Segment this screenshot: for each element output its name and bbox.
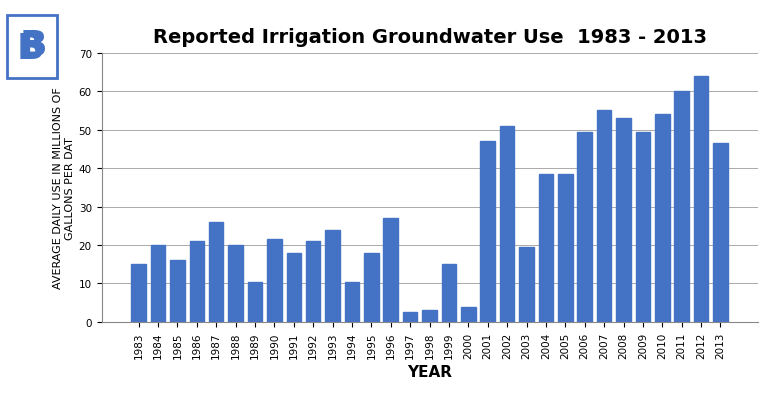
Bar — [170, 261, 184, 322]
Bar — [539, 174, 553, 322]
Bar — [500, 126, 515, 322]
Bar — [597, 111, 612, 322]
Bar — [519, 247, 533, 322]
Bar — [577, 132, 592, 322]
Bar — [151, 245, 166, 322]
Y-axis label: AVERAGE DAILY USE IN MILLIONS OF
GALLONS PER DAT: AVERAGE DAILY USE IN MILLIONS OF GALLONS… — [53, 87, 74, 289]
Text: B: B — [20, 28, 47, 62]
Bar — [655, 115, 669, 322]
Bar — [616, 119, 631, 322]
Text: B: B — [16, 32, 44, 66]
X-axis label: YEAR: YEAR — [407, 364, 452, 379]
Bar — [675, 92, 689, 322]
Bar — [248, 282, 262, 322]
Bar — [461, 307, 476, 322]
Bar — [383, 218, 398, 322]
Bar — [636, 132, 650, 322]
Bar — [558, 174, 572, 322]
Bar — [209, 223, 223, 322]
Bar — [306, 242, 320, 322]
Bar — [344, 282, 359, 322]
Bar — [267, 240, 282, 322]
Bar — [694, 77, 708, 322]
FancyBboxPatch shape — [7, 16, 56, 79]
Bar — [403, 313, 417, 322]
Bar — [713, 144, 728, 322]
Bar — [326, 230, 340, 322]
Bar — [480, 142, 495, 322]
Bar — [228, 245, 243, 322]
Bar — [287, 253, 301, 322]
Title: Reported Irrigation Groundwater Use  1983 - 2013: Reported Irrigation Groundwater Use 1983… — [152, 28, 707, 47]
Bar — [423, 311, 437, 322]
Bar — [442, 265, 456, 322]
Bar — [131, 265, 146, 322]
Bar — [364, 253, 379, 322]
Bar — [190, 242, 204, 322]
